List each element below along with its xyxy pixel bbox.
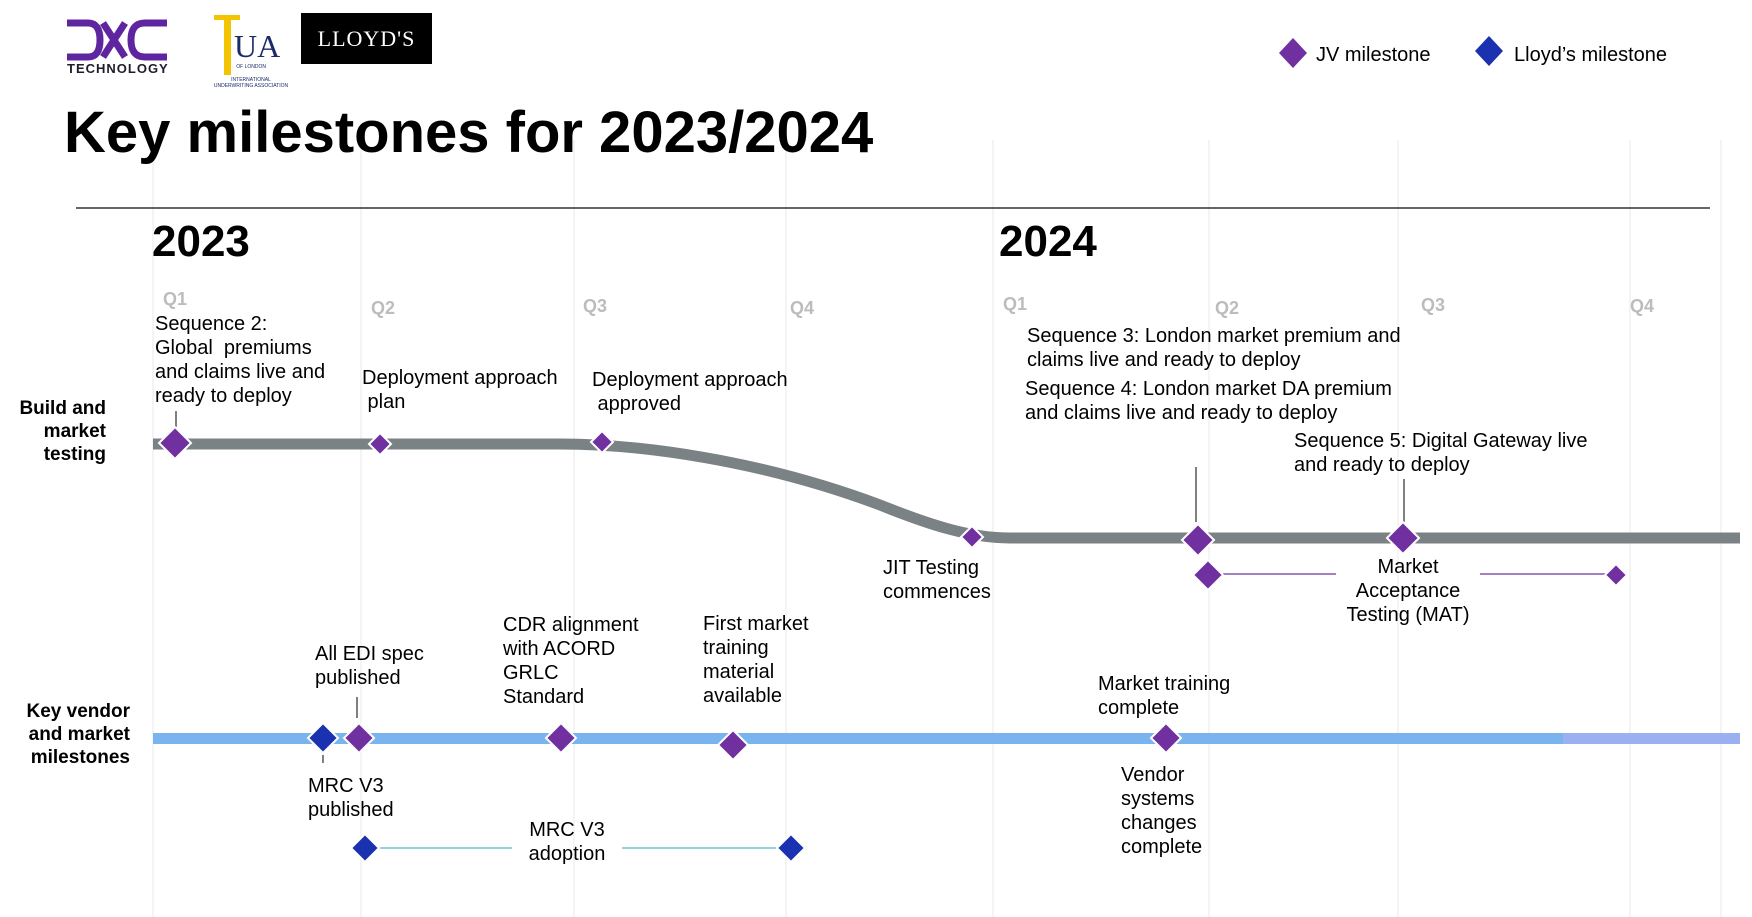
diamond-seq5 xyxy=(1385,520,1421,556)
legend-lloyds-icon xyxy=(1475,36,1503,66)
milestone-seq2-label: Sequence 2: Global premiums and claims l… xyxy=(155,313,326,407)
diamond-deploy-approved xyxy=(589,429,615,455)
diamond-first-training xyxy=(716,728,750,762)
milestone-seq5-label: Sequence 5: Digital Gateway live and rea… xyxy=(1294,430,1588,476)
legend-jv-icon xyxy=(1279,38,1307,68)
ua-logo-bar-icon xyxy=(224,15,231,75)
vendor-track xyxy=(153,733,1563,744)
legend-lloyds-label: Lloyd’s milestone xyxy=(1514,44,1668,66)
year-2024: 2024 xyxy=(999,217,1097,266)
diamond-mat-start xyxy=(1191,558,1225,592)
diamond-seq2 xyxy=(157,425,193,461)
ua-logo-sub1: OF LONDON xyxy=(236,64,266,70)
quarter-2024-q3: Q3 xyxy=(1421,295,1446,315)
dxc-logo-text: TECHNOLOGY xyxy=(67,61,169,76)
lloyds-logo: LLOYD'S xyxy=(301,13,432,64)
milestone-deploy-approved-label: Deployment approach approved xyxy=(592,369,788,415)
diamond-mrc-adoption-start xyxy=(349,832,381,864)
ua-logo-text: UA xyxy=(234,28,281,64)
quarter-2023-q2: Q2 xyxy=(371,298,396,318)
milestone-vendor-complete-label: Vendor systems changes complete xyxy=(1121,764,1203,858)
diamond-mrc-adoption-end xyxy=(775,832,807,864)
diamond-jit xyxy=(959,524,985,550)
milestone-deploy-plan-label: Deployment approach plan xyxy=(362,367,558,413)
diamond-cdr xyxy=(544,721,578,755)
vendor-track-end xyxy=(1563,733,1740,744)
diamond-seq4 xyxy=(1180,522,1216,558)
milestone-edi-label: All EDI spec published xyxy=(315,643,424,689)
year-2023: 2023 xyxy=(152,217,250,266)
quarter-2024-q4: Q4 xyxy=(1630,296,1655,316)
diamond-mat-end xyxy=(1603,562,1629,588)
ua-logo-sub2: INTERNATIONAL xyxy=(231,77,271,83)
quarter-2023-q1: Q1 xyxy=(163,289,188,309)
legend-jv-label: JV milestone xyxy=(1316,44,1431,66)
diamond-training-complete xyxy=(1149,721,1183,755)
milestone-mrc-adoption-label: MRC V3 adoption xyxy=(528,819,606,865)
quarter-2023-q3: Q3 xyxy=(583,296,608,316)
milestone-training-complete-label: Market training complete xyxy=(1098,673,1231,719)
diamond-edi xyxy=(342,721,376,755)
quarter-2024-q2: Q2 xyxy=(1215,298,1240,318)
quarter-2023-q4: Q4 xyxy=(790,298,815,318)
milestone-jit-label: JIT Testing commences xyxy=(883,557,991,603)
quarter-2024-q1: Q1 xyxy=(1003,294,1028,314)
milestone-seq4-label: Sequence 4: London market DA premium and… xyxy=(1025,378,1392,424)
ua-logo-sub3: UNDERWRITING ASSOCIATION xyxy=(213,83,289,89)
milestone-first-training-label: First market training material available xyxy=(703,613,809,707)
diamond-mrc-published xyxy=(306,721,340,755)
row-label-build: Build and market testing xyxy=(19,398,106,465)
page-title: Key milestones for 2023/2024 xyxy=(64,100,874,165)
milestone-seq3-label: Sequence 3: London market premium and cl… xyxy=(1027,325,1401,371)
diamond-deploy-plan xyxy=(367,431,393,457)
row-label-vendor: Key vendor and market milestones xyxy=(26,701,130,768)
milestone-cdr-label: CDR alignment with ACORD GRLC Standard xyxy=(503,614,639,708)
milestone-mrc-published-label: MRC V3 published xyxy=(308,775,394,821)
milestone-mat-label: Market Acceptance Testing (MAT) xyxy=(1346,556,1470,626)
dxc-logo-icon xyxy=(67,19,167,61)
